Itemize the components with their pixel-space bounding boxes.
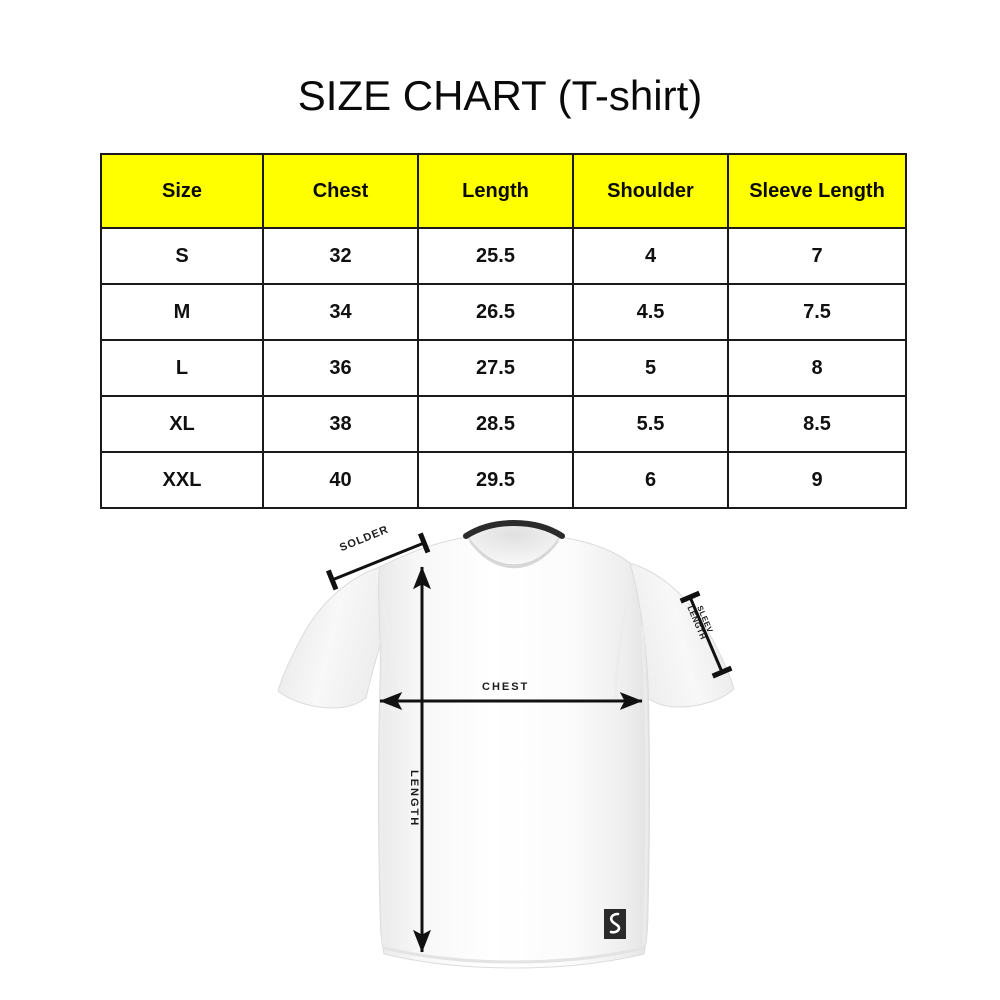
tshirt-garment-shape <box>277 519 735 969</box>
table-row: XL 38 28.5 5.5 8.5 <box>100 395 907 453</box>
cell-sleeve: 7 <box>727 227 907 285</box>
tshirt-measurement-diagram: SOLDER CHEST LENGTH SLEEV LENGTH <box>230 505 790 985</box>
cell-chest: 32 <box>262 227 419 285</box>
cell-size: L <box>100 339 264 397</box>
cell-sleeve: 8 <box>727 339 907 397</box>
cell-size: M <box>100 283 264 341</box>
column-header-sleeve-length: Sleeve Length <box>727 153 907 229</box>
length-measure-label: LENGTH <box>408 770 420 828</box>
chest-measure-label: CHEST <box>482 681 530 693</box>
cell-shoulder: 4.5 <box>572 283 729 341</box>
size-chart-table: Size Chest Length Shoulder Sleeve Length… <box>100 153 907 509</box>
cell-size: S <box>100 227 264 285</box>
cell-shoulder: 6 <box>572 451 729 509</box>
cell-chest: 40 <box>262 451 419 509</box>
brand-tag-icon <box>604 909 626 939</box>
cell-length: 25.5 <box>417 227 574 285</box>
column-header-length: Length <box>417 153 574 229</box>
column-header-shoulder: Shoulder <box>572 153 729 229</box>
cell-length: 27.5 <box>417 339 574 397</box>
table-header-row: Size Chest Length Shoulder Sleeve Length <box>100 153 907 229</box>
cell-sleeve: 9 <box>727 451 907 509</box>
table-row: L 36 27.5 5 8 <box>100 339 907 397</box>
cell-length: 29.5 <box>417 451 574 509</box>
cell-sleeve: 7.5 <box>727 283 907 341</box>
shirt-hem <box>383 946 645 964</box>
cell-chest: 38 <box>262 395 419 453</box>
cell-shoulder: 5.5 <box>572 395 729 453</box>
shoulder-arrow <box>325 532 431 591</box>
tshirt-illustration <box>277 519 735 969</box>
cell-shoulder: 5 <box>572 339 729 397</box>
left-sleeve <box>277 566 397 709</box>
cell-length: 26.5 <box>417 283 574 341</box>
column-header-size: Size <box>100 153 264 229</box>
cell-shoulder: 4 <box>572 227 729 285</box>
size-chart-table-container: Size Chest Length Shoulder Sleeve Length… <box>100 153 907 509</box>
page-title: SIZE CHART (T-shirt) <box>297 72 703 119</box>
table-row: M 34 26.5 4.5 7.5 <box>100 283 907 341</box>
cell-size: XXL <box>100 451 264 509</box>
table-row: S 32 25.5 4 7 <box>100 227 907 285</box>
cell-chest: 34 <box>262 283 419 341</box>
measurement-arrows <box>325 532 733 953</box>
cell-chest: 36 <box>262 339 419 397</box>
cell-size: XL <box>100 395 264 453</box>
cell-sleeve: 8.5 <box>727 395 907 453</box>
table-row: XXL 40 29.5 6 9 <box>100 451 907 509</box>
cell-length: 28.5 <box>417 395 574 453</box>
collar-trim <box>463 519 565 539</box>
column-header-chest: Chest <box>262 153 419 229</box>
shirt-body <box>378 536 650 969</box>
sleeve-length-arrow <box>679 590 733 679</box>
